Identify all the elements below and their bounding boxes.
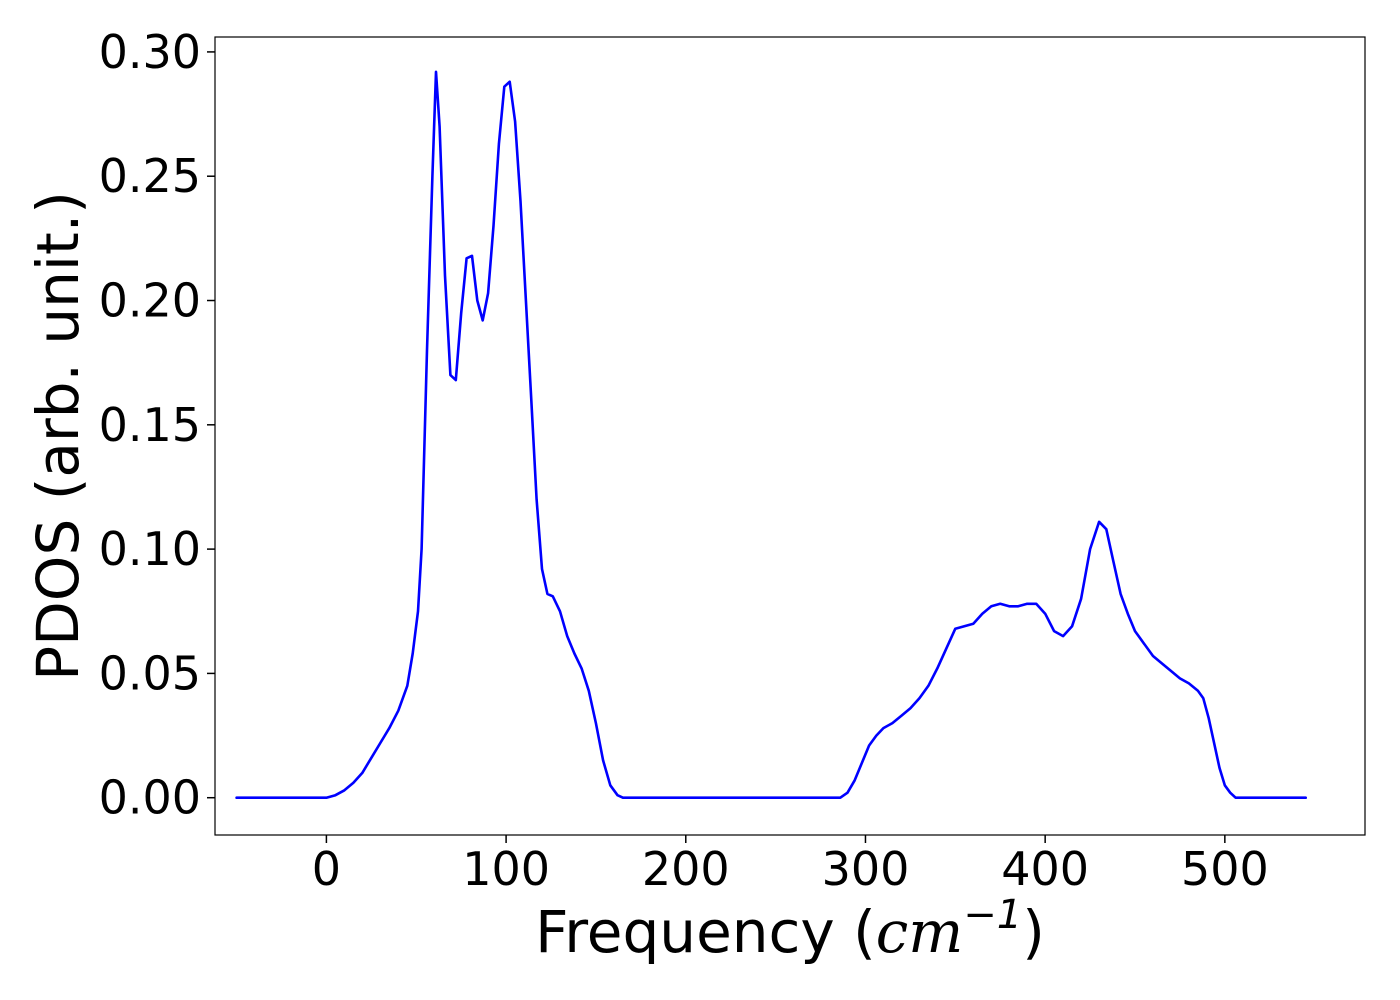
x-axis-title-sup: −1 xyxy=(963,892,1022,938)
x-tick-label: 0 xyxy=(312,842,341,896)
plot-frame xyxy=(214,36,1366,836)
plot-background xyxy=(215,37,1365,835)
x-axis-title-prefix: Frequency ( xyxy=(535,898,876,966)
y-axis-title: PDOS (arb. unit.) xyxy=(24,191,92,681)
y-tick-label: 0.00 xyxy=(99,771,201,825)
x-tick-label: 100 xyxy=(462,842,550,896)
series-line-0 xyxy=(235,70,1307,800)
y-tick-label: 0.05 xyxy=(99,646,201,700)
y-tick-label: 0.10 xyxy=(99,522,201,576)
x-axis-title-var: cm xyxy=(876,898,963,966)
y-axis-ticks: 0.00 0.05 0.10 0.15 0.20 0.25 0.30 xyxy=(99,25,215,825)
y-tick-label: 0.30 xyxy=(99,25,201,79)
x-tick-label: 200 xyxy=(642,842,730,896)
x-axis-title: Frequency (cm−1) xyxy=(535,892,1045,966)
y-tick-label: 0.20 xyxy=(99,274,201,328)
x-axis-title-suffix: ) xyxy=(1022,898,1045,966)
x-tick-label: 400 xyxy=(1001,842,1089,896)
series-group xyxy=(235,70,1307,800)
x-axis-ticks: 0 100 200 300 400 500 xyxy=(312,835,1269,896)
y-tick-label: 0.15 xyxy=(99,398,201,452)
y-tick-label: 0.25 xyxy=(99,149,201,203)
x-tick-label: 300 xyxy=(822,842,910,896)
x-tick-label: 500 xyxy=(1181,842,1269,896)
